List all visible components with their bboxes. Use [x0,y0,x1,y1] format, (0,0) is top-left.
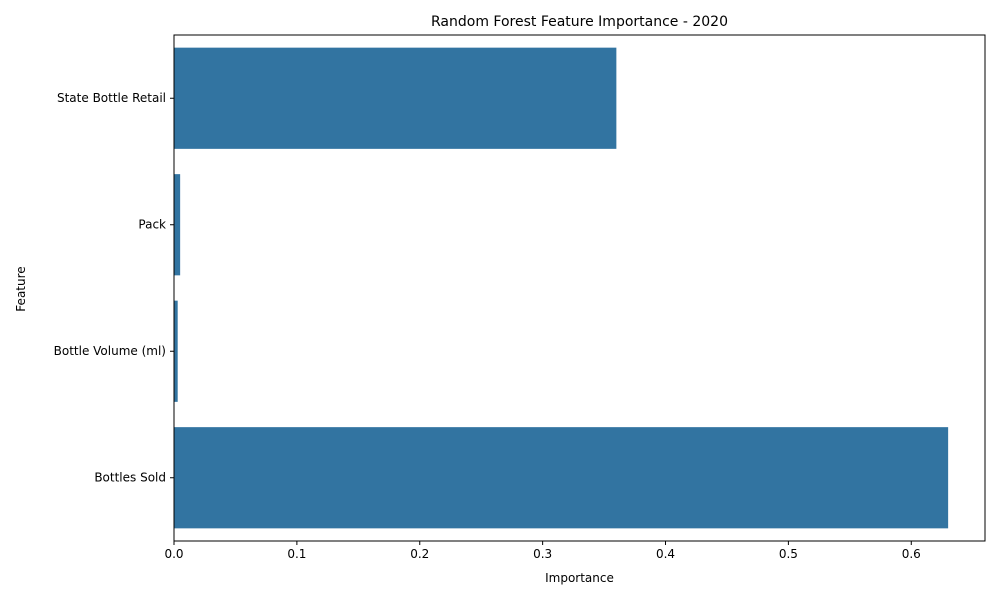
plot-area: State Bottle Retail Pack Bottle Volume (ml… [54,34,986,561]
y-axis-label: Feature [14,266,28,311]
y-tick-label-3: Bottles Sold [94,470,166,484]
y-tick-label-0: State Bottle Retail [57,91,166,105]
y-tick-label-2: Bottle Volume (ml) [54,344,166,358]
bar-2 [174,300,178,402]
y-tick-label-1: Pack [138,217,166,231]
plot-frame [173,34,986,542]
x-tick-label-5: 0.5 [779,547,798,561]
bar-3 [174,427,949,529]
chart-title: Random Forest Feature Importance - 2020 [431,14,728,30]
x-tick-label-6: 0.6 [902,547,921,561]
x-tick-label-2: 0.2 [410,547,429,561]
bar-1 [174,174,181,276]
x-tick-label-1: 0.1 [287,547,306,561]
x-tick-label-0: 0.0 [164,547,183,561]
x-tick-label-4: 0.4 [656,547,675,561]
x-tick-label-3: 0.3 [533,547,552,561]
x-axis-label: Importance [545,571,614,585]
bar-0 [174,47,617,149]
